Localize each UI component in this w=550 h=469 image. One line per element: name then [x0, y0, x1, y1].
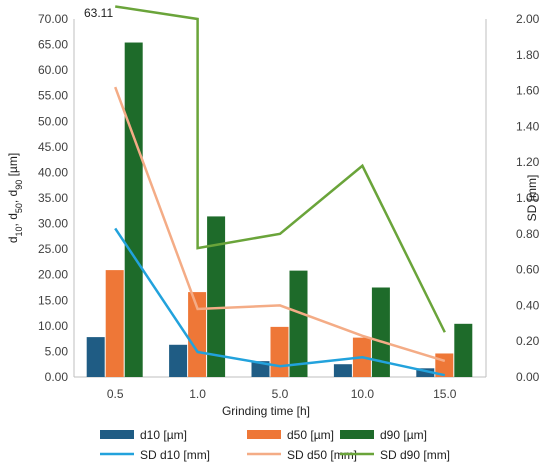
right-tick-label: 1.80 — [516, 48, 540, 62]
right-tick-label: 0.00 — [516, 370, 540, 384]
legend-label: SD d50 [mm] — [287, 448, 357, 462]
bar-d10-5.0 — [251, 361, 270, 377]
right-tick-label: 1.40 — [516, 119, 540, 133]
line-sd-d10-mm- — [114, 227, 446, 377]
legend-label: d50 [µm] — [287, 428, 334, 442]
x-tick-label: 10.0 — [351, 387, 375, 401]
legend-label: SD d10 [mm] — [140, 448, 210, 462]
left-tick-label: 30.00 — [38, 217, 68, 231]
x-tick-label: 1.0 — [189, 387, 206, 401]
right-axis-title: SD [mm] — [525, 175, 539, 222]
left-tick-label: 10.00 — [38, 319, 68, 333]
legend-swatch — [340, 430, 374, 439]
bar-d50-0.5 — [105, 270, 124, 377]
line-sd-d90-mm- — [115, 5, 446, 333]
bar-d10-10.0 — [333, 364, 352, 377]
bar-d50-5.0 — [270, 326, 289, 377]
left-tick-label: 15.00 — [38, 293, 68, 307]
left-tick-label: 60.00 — [38, 63, 68, 77]
legend-swatch — [247, 430, 281, 439]
left-tick-label: 40.00 — [38, 165, 68, 179]
legend-label: d90 [µm] — [380, 428, 427, 442]
left-tick-label: 20.00 — [38, 268, 68, 282]
bar-d10-15.0 — [416, 368, 435, 377]
legend-swatch — [100, 430, 134, 439]
left-tick-label: 25.00 — [38, 242, 68, 256]
right-tick-label: 0.80 — [516, 227, 540, 241]
bar-d90-1.0 — [207, 216, 226, 377]
bar-d50-1.0 — [188, 292, 207, 377]
right-tick-label: 1.20 — [516, 155, 540, 169]
bar-d90-0.5 — [124, 42, 143, 377]
x-tick-label: 15.0 — [433, 387, 457, 401]
right-tick-label: 0.60 — [516, 263, 540, 277]
right-tick-label: 1.00 — [516, 191, 540, 205]
bar-d90-10.0 — [371, 287, 390, 377]
left-tick-label: 70.00 — [38, 12, 68, 26]
bar-d10-0.5 — [86, 337, 105, 377]
legend-label: SD d90 [mm] — [380, 448, 450, 462]
left-tick-label: 35.00 — [38, 191, 68, 205]
bar-d10-1.0 — [169, 344, 188, 377]
annotation-label: 63.11 — [84, 6, 113, 20]
left-tick-label: 0.00 — [45, 370, 69, 384]
left-tick-label: 45.00 — [38, 140, 68, 154]
line-sd-d50-mm- — [114, 86, 446, 363]
right-tick-label: 0.40 — [516, 298, 540, 312]
x-tick-label: 5.0 — [272, 387, 289, 401]
right-tick-label: 2.00 — [516, 12, 540, 26]
left-tick-label: 55.00 — [38, 89, 68, 103]
left-tick-label: 5.00 — [45, 344, 69, 358]
bar-d90-15.0 — [454, 323, 473, 377]
left-axis-title: d10, d50, d90 [µm] — [6, 153, 24, 243]
legend-label: d10 [µm] — [140, 428, 187, 442]
x-tick-label: 0.5 — [107, 387, 124, 401]
x-axis-title: Grinding time [h] — [222, 404, 310, 418]
left-tick-label: 65.00 — [38, 38, 68, 52]
left-tick-label: 50.00 — [38, 114, 68, 128]
right-tick-label: 0.20 — [516, 334, 540, 348]
bar-d90-5.0 — [289, 270, 308, 377]
right-tick-label: 1.60 — [516, 84, 540, 98]
